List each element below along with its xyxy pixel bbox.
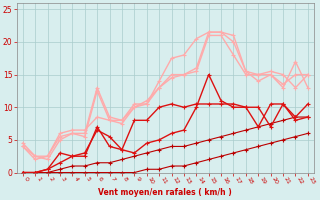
X-axis label: Vent moyen/en rafales ( km/h ): Vent moyen/en rafales ( km/h ) <box>99 188 232 197</box>
